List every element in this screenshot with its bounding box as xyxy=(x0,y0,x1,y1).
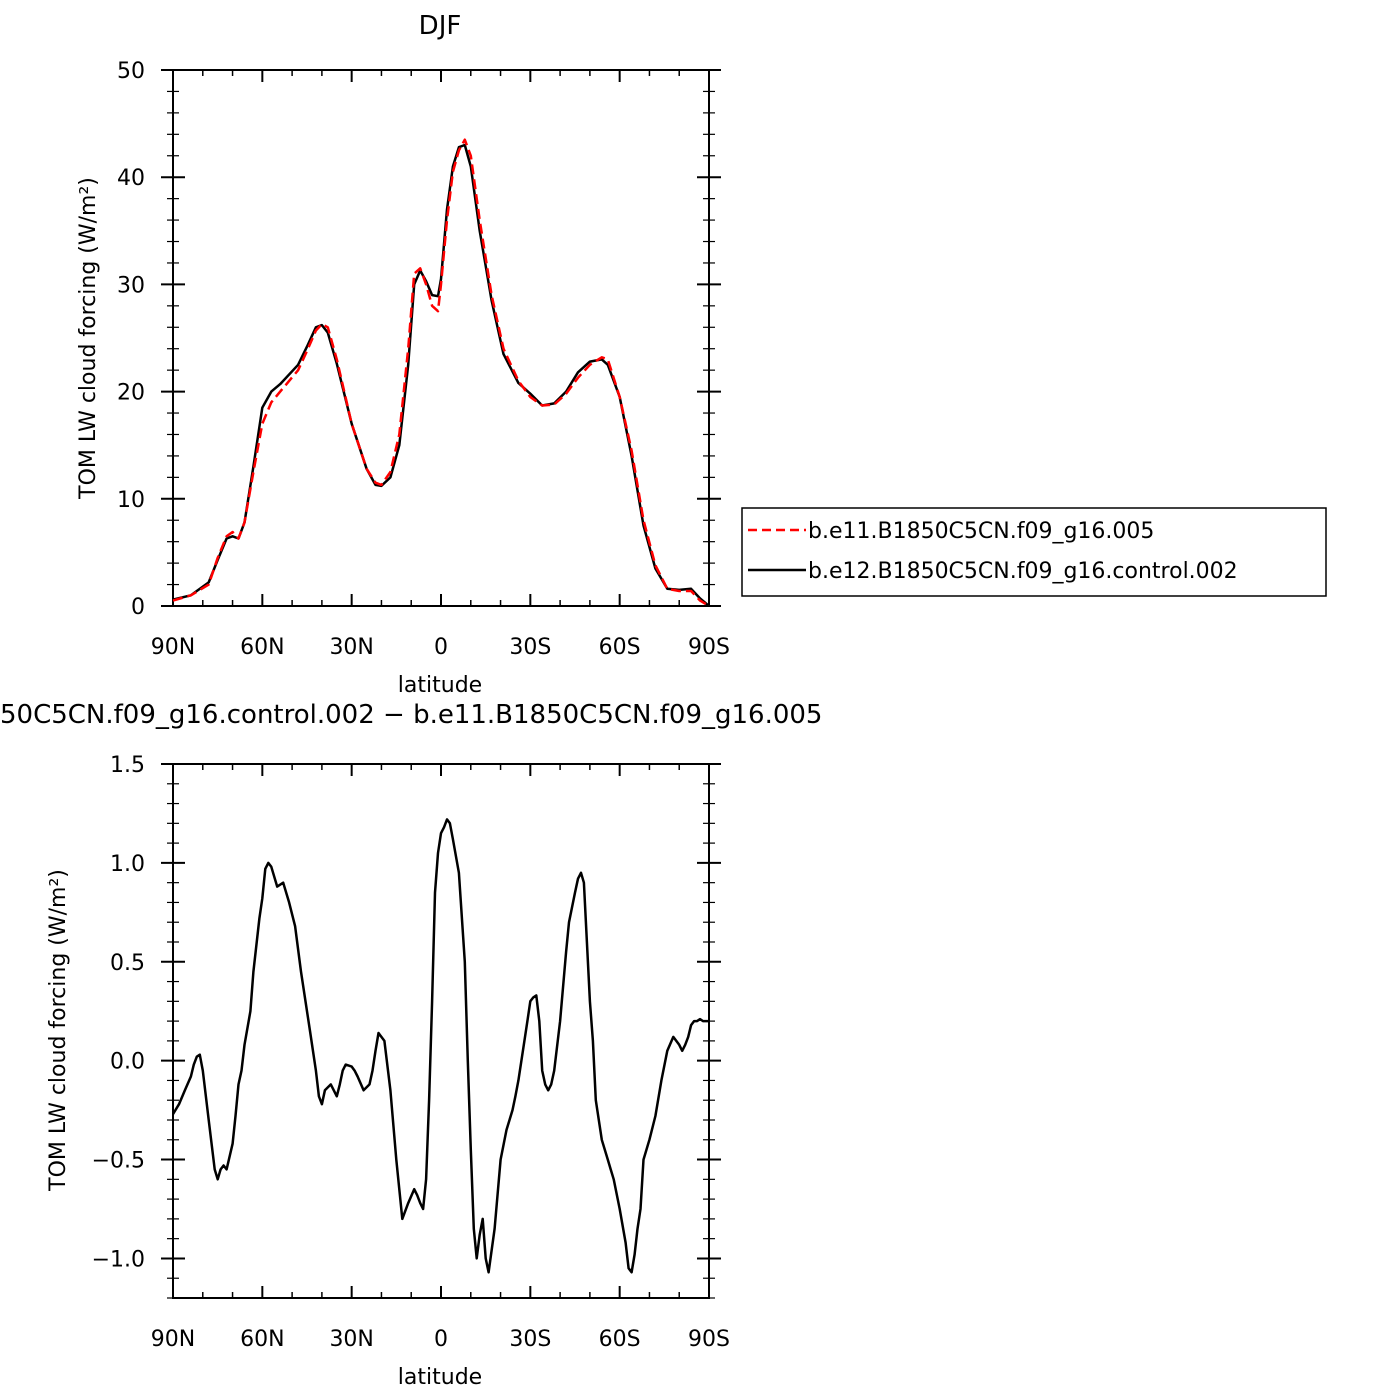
top-x-tick-label: 60S xyxy=(599,635,641,660)
bottom-panel-title: 50C5CN.f09_g16.control.002 − b.e11.B1850… xyxy=(0,700,822,730)
bottom-x-tick-label: 90N xyxy=(151,1327,195,1352)
bottom-plot-area: 90N 60N 30N 0 30S 60S 90S −1.0 −0.5 0.0 0.5 1.0 1.5 xyxy=(92,753,730,1352)
bottom-y-tick-label: −0.5 xyxy=(92,1149,145,1174)
top-series-line-dashed-red xyxy=(172,138,710,608)
top-x-tick-label: 30N xyxy=(329,635,373,660)
bottom-y-axis-label: TOM LW cloud forcing (W/m²) xyxy=(46,869,71,1192)
top-x-tick-label: 90N xyxy=(151,635,195,660)
legend-entry-b-e11: b.e11.B1850C5CN.f09_g16.005 xyxy=(808,519,1154,544)
bottom-panel: 50C5CN.f09_g16.control.002 − b.e11.B1850… xyxy=(0,700,822,1390)
bottom-x-tick-label: 0 xyxy=(434,1327,448,1352)
bottom-plot-frame xyxy=(172,763,710,1299)
bottom-y-tick-label: 0.0 xyxy=(110,1050,145,1075)
top-y-tick-label: 20 xyxy=(117,381,145,406)
top-y-axis-label: TOM LW cloud forcing (W/m²) xyxy=(76,177,101,500)
bottom-x-tick-label: 60S xyxy=(599,1327,641,1352)
top-panel: DJF 90N 60N 30N 0 30S 60S 90S 0 10 20 30 40 50 latit… xyxy=(76,11,730,698)
top-y-tick-label: 10 xyxy=(117,488,145,513)
bottom-y-tick-label: −1.0 xyxy=(92,1247,145,1272)
top-x-tick-label: 0 xyxy=(434,635,448,660)
legend: b.e11.B1850C5CN.f09_g16.005 b.e12.B1850C… xyxy=(741,507,1327,597)
top-plot-frame xyxy=(172,69,710,607)
bottom-x-tick-label: 30S xyxy=(509,1327,551,1352)
bottom-y-tick-label: 1.5 xyxy=(110,753,145,778)
bottom-y-tick-label: 0.5 xyxy=(110,951,145,976)
top-y-tick-label: 0 xyxy=(131,595,145,620)
top-x-tick-label: 90S xyxy=(688,635,730,660)
bottom-x-tick-label: 30N xyxy=(329,1327,373,1352)
bottom-x-tick-label: 90S xyxy=(688,1327,730,1352)
bottom-x-axis-label: latitude xyxy=(398,1365,482,1390)
bottom-series-line-solid-black xyxy=(171,818,709,1274)
top-x-tick-label: 60N xyxy=(240,635,284,660)
top-y-tick-label: 50 xyxy=(117,59,145,84)
top-panel-title: DJF xyxy=(419,11,462,41)
top-plot-area: 90N 60N 30N 0 30S 60S 90S 0 10 20 30 40 50 xyxy=(117,59,730,660)
top-y-tick-label: 30 xyxy=(117,273,145,298)
top-x-tick-label: 30S xyxy=(509,635,551,660)
top-y-tick-label: 40 xyxy=(117,166,145,191)
legend-entry-b-e12: b.e12.B1850C5CN.f09_g16.control.002 xyxy=(808,559,1238,584)
bottom-x-tick-label: 60N xyxy=(240,1327,284,1352)
top-x-axis-label: latitude xyxy=(398,673,482,698)
bottom-y-tick-label: 1.0 xyxy=(110,852,145,877)
top-series-line-solid-black xyxy=(172,143,710,607)
legend-box xyxy=(741,507,1327,597)
